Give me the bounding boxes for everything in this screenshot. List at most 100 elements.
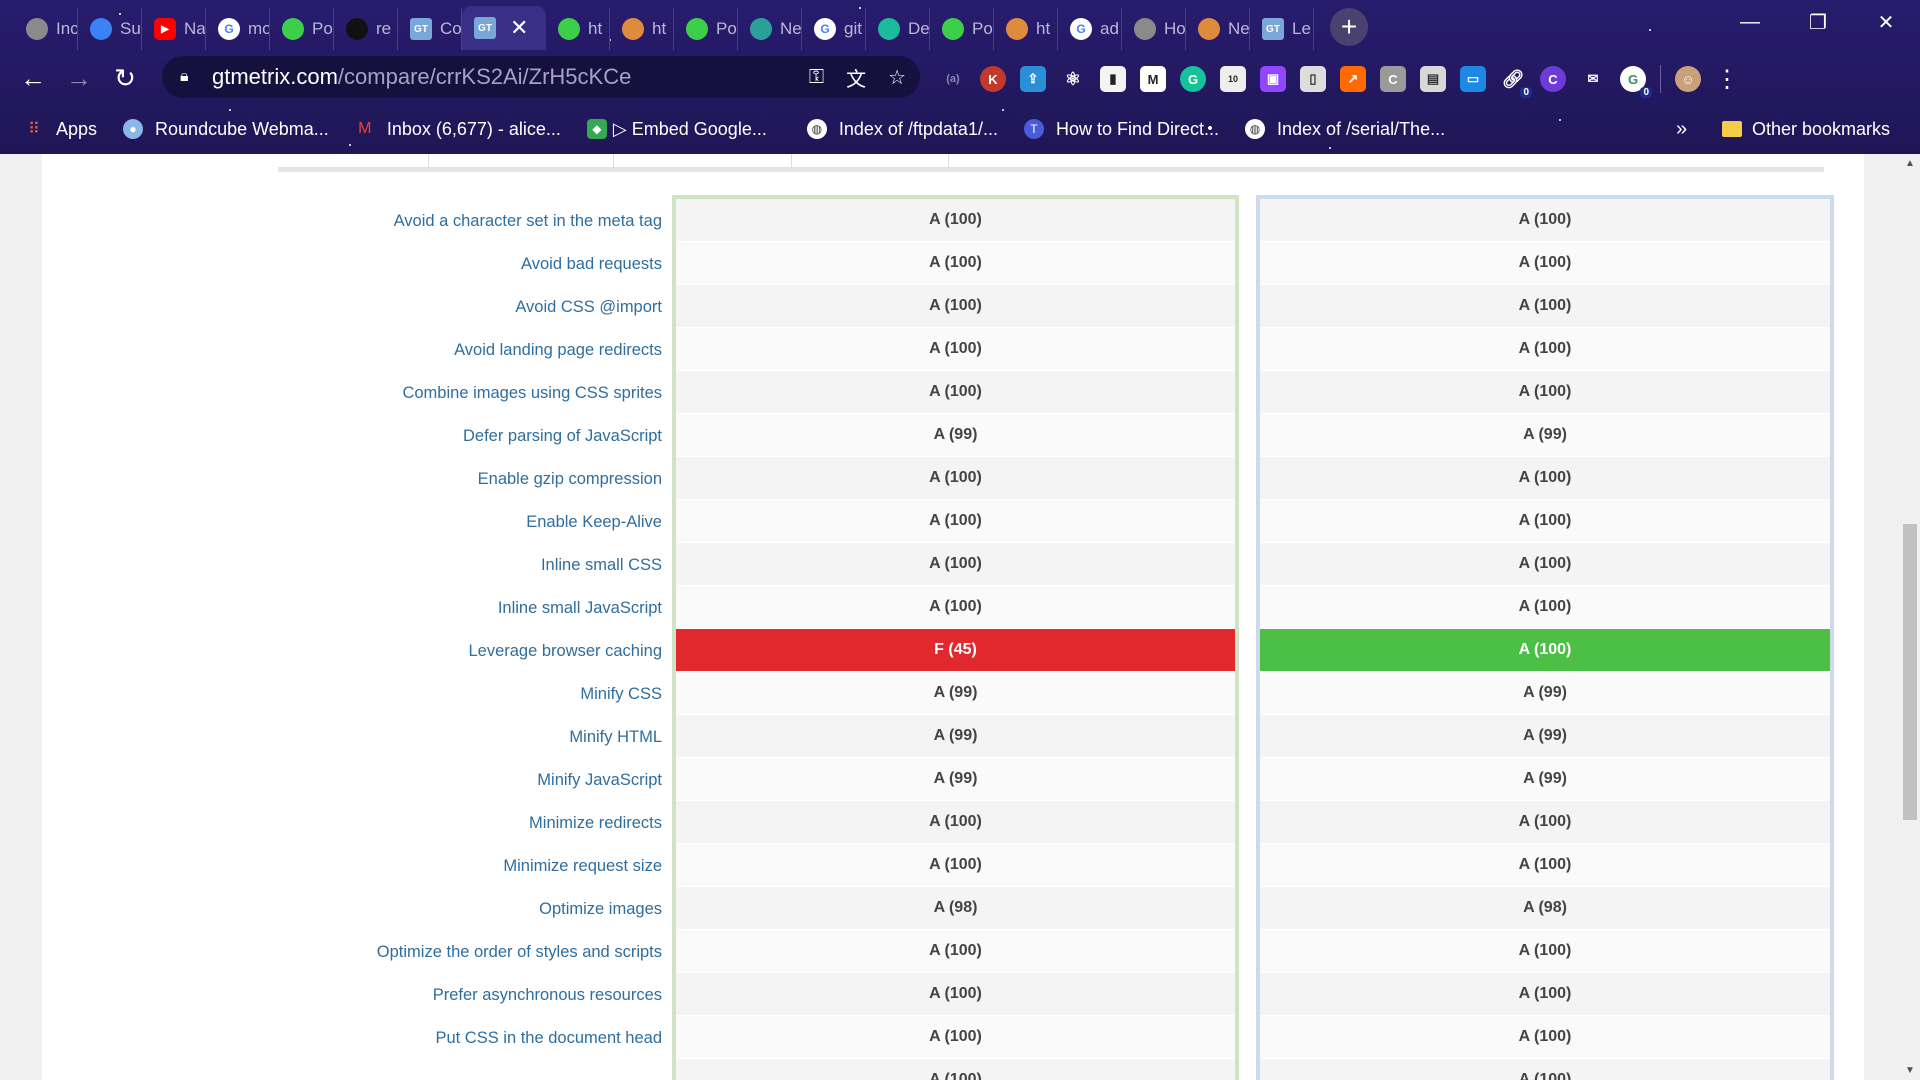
more-menu-icon[interactable]: ⋮ [1715, 65, 1739, 93]
browser-tab[interactable]: ht [610, 8, 674, 50]
recommendation-link[interactable]: Minimize redirects [529, 814, 662, 832]
gmail-m-icon[interactable]: M [1140, 66, 1166, 92]
recommendation-link[interactable]: Combine images using CSS sprites [402, 384, 662, 402]
forward-icon[interactable]: → [66, 62, 92, 93]
lock-icon: 🔒︎ [180, 68, 189, 85]
tab-close-icon[interactable]: ✕ [510, 15, 529, 40]
scroll-down-arrow-icon[interactable]: ▼ [1905, 1065, 1915, 1076]
extension-icon-counter[interactable]: 10 [1220, 66, 1246, 92]
recommendation-link[interactable]: Optimize images [539, 900, 662, 918]
reload-icon[interactable]: ↻ [114, 62, 136, 93]
extension-icon-share[interactable]: ⇪ [1020, 66, 1046, 92]
bookmark-apps[interactable]: ⠿ Apps [24, 119, 97, 140]
bookmark-label: Index of /serial/The... [1277, 118, 1446, 139]
bookmark-item[interactable]: T How to Find Direct... [1023, 119, 1219, 140]
recommendation-link[interactable]: Inline small CSS [540, 556, 662, 574]
chart-ext-icon[interactable]: ↗ [1340, 66, 1366, 92]
browser-tab[interactable]: ht [546, 8, 610, 50]
grade-cell-b: A (99) [1260, 758, 1830, 801]
extension-icon-film[interactable]: ▮ [1100, 66, 1126, 92]
link-icon[interactable]: 🔗︎ 0 [1500, 66, 1532, 98]
browser-tab[interactable]: GT Co [398, 8, 462, 50]
browser-tab[interactable]: re [334, 8, 398, 50]
recommendation-link[interactable]: Minimize request size [503, 857, 662, 875]
bookmark-item[interactable]: ● Roundcube Webma... [123, 119, 329, 140]
bookmark-item[interactable]: M Inbox (6,677) - alice... [355, 119, 561, 140]
browser-tab[interactable]: GT Le [1250, 8, 1314, 50]
browser-tab[interactable]: Po [270, 8, 334, 50]
browser-tab[interactable]: Ne [738, 8, 802, 50]
recommendation-link[interactable]: Leverage browser caching [468, 642, 662, 660]
recommendation-link[interactable]: Enable gzip compression [477, 470, 662, 488]
browser-tab[interactable]: ▶ Na [142, 8, 206, 50]
url-path: /compare/crrKS2Ai/ZrH5cKCe [337, 64, 632, 89]
recommendation-link[interactable]: Defer parsing of JavaScript [462, 427, 662, 445]
extension-icon-doc[interactable]: ▯ [1300, 66, 1326, 92]
grade-cell-a: A (100) [676, 801, 1235, 844]
mail-icon[interactable]: ✉ [1587, 71, 1599, 86]
recommendation-link[interactable]: Inline small JavaScript [497, 599, 662, 617]
react-icon[interactable]: ⚛ [1064, 68, 1082, 89]
browser-tab[interactable]: ht [994, 8, 1058, 50]
page-scrollbar[interactable]: ▲ ▼ [1900, 154, 1920, 1080]
grade-cell-a: A (100) [676, 543, 1235, 586]
browser-tab[interactable]: Po [930, 8, 994, 50]
browser-tab[interactable]: Po [674, 8, 738, 50]
profile-avatar[interactable]: ☺ [1675, 66, 1701, 92]
browser-tab[interactable]: Su [78, 8, 142, 50]
restore-icon[interactable]: ❐ [1809, 11, 1827, 34]
bookmark-item[interactable]: ◍ Index of /ftpdata1/... [806, 119, 998, 140]
scroll-thumb[interactable] [1903, 524, 1917, 820]
recommendation-link[interactable]: Minify HTML [569, 728, 662, 746]
browser-tab[interactable]: Ho [1122, 8, 1186, 50]
recommendation-link[interactable]: Avoid landing page redirects [454, 341, 662, 359]
star-icon[interactable]: ☆ [888, 66, 906, 89]
address-url[interactable]: gtmetrix.com/compare/crrKS2Ai/ZrH5cKCe [212, 64, 631, 90]
close-window-icon[interactable]: ✕ [1877, 11, 1895, 34]
recommendation-link[interactable]: Put CSS in the document head [435, 1029, 662, 1047]
tab-active[interactable]: GT ✕ [462, 6, 546, 50]
recommendation-link[interactable]: Prefer asynchronous resources [432, 986, 662, 1004]
grammarly-icon[interactable]: G [1180, 66, 1206, 92]
tab-title: git [844, 19, 862, 38]
bookmark-item[interactable]: ◆ ▷ Embed Google... [586, 119, 767, 140]
pen-icon [1198, 18, 1220, 40]
recommendation-link[interactable] [42, 1060, 662, 1080]
recommendation-link[interactable]: Avoid CSS @import [515, 298, 662, 316]
grade-cell-a: A (99) [676, 672, 1235, 715]
bookmarks-overflow-icon[interactable]: » [1676, 108, 1687, 150]
recommendation-link[interactable]: Avoid bad requests [521, 255, 662, 273]
browser-tab[interactable]: Inc [14, 8, 78, 50]
recommendation-link[interactable]: Minify CSS [580, 685, 662, 703]
extension-icon-c-purple[interactable]: C [1540, 66, 1566, 92]
key-icon[interactable]: ⚿ [808, 65, 825, 88]
extension-icon-window[interactable]: ▤ [1420, 66, 1446, 92]
bookmark-label: Other bookmarks [1752, 118, 1891, 139]
extension-icon-a[interactable]: (a) [946, 73, 960, 85]
diamond-icon [878, 18, 900, 40]
translate-icon[interactable]: 文 [846, 68, 867, 91]
back-icon[interactable]: ← [20, 62, 46, 93]
grade-cell-b: A (100) [1260, 457, 1830, 500]
minimize-icon[interactable]: — [1740, 10, 1760, 33]
google-icon: G [218, 18, 240, 40]
address-bar[interactable]: 🔒︎ gtmetrix.com/compare/crrKS2Ai/ZrH5cKC… [162, 56, 920, 98]
recommendation-link[interactable]: Avoid a character set in the meta tag [393, 212, 662, 230]
recommendation-link[interactable]: Enable Keep-Alive [526, 513, 662, 531]
browser-tab[interactable]: De [866, 8, 930, 50]
extension-icon-k[interactable]: K [980, 66, 1006, 92]
other-bookmarks[interactable]: Other bookmarks [1722, 108, 1890, 150]
extension-icon-c[interactable]: C [1380, 66, 1406, 92]
new-tab-button[interactable]: + [1330, 8, 1368, 46]
bookmark-item[interactable]: ◍ Index of /serial/The... [1245, 119, 1445, 140]
twitch-icon[interactable]: ▣ [1260, 66, 1286, 92]
recommendation-link[interactable]: Optimize the order of styles and scripts [376, 943, 662, 961]
browser-tab[interactable]: Ne [1186, 8, 1250, 50]
extension-icon-screen[interactable]: ▭ [1460, 66, 1486, 92]
recommendation-link[interactable]: Minify JavaScript [537, 771, 662, 789]
scroll-up-arrow-icon[interactable]: ▲ [1905, 158, 1915, 169]
